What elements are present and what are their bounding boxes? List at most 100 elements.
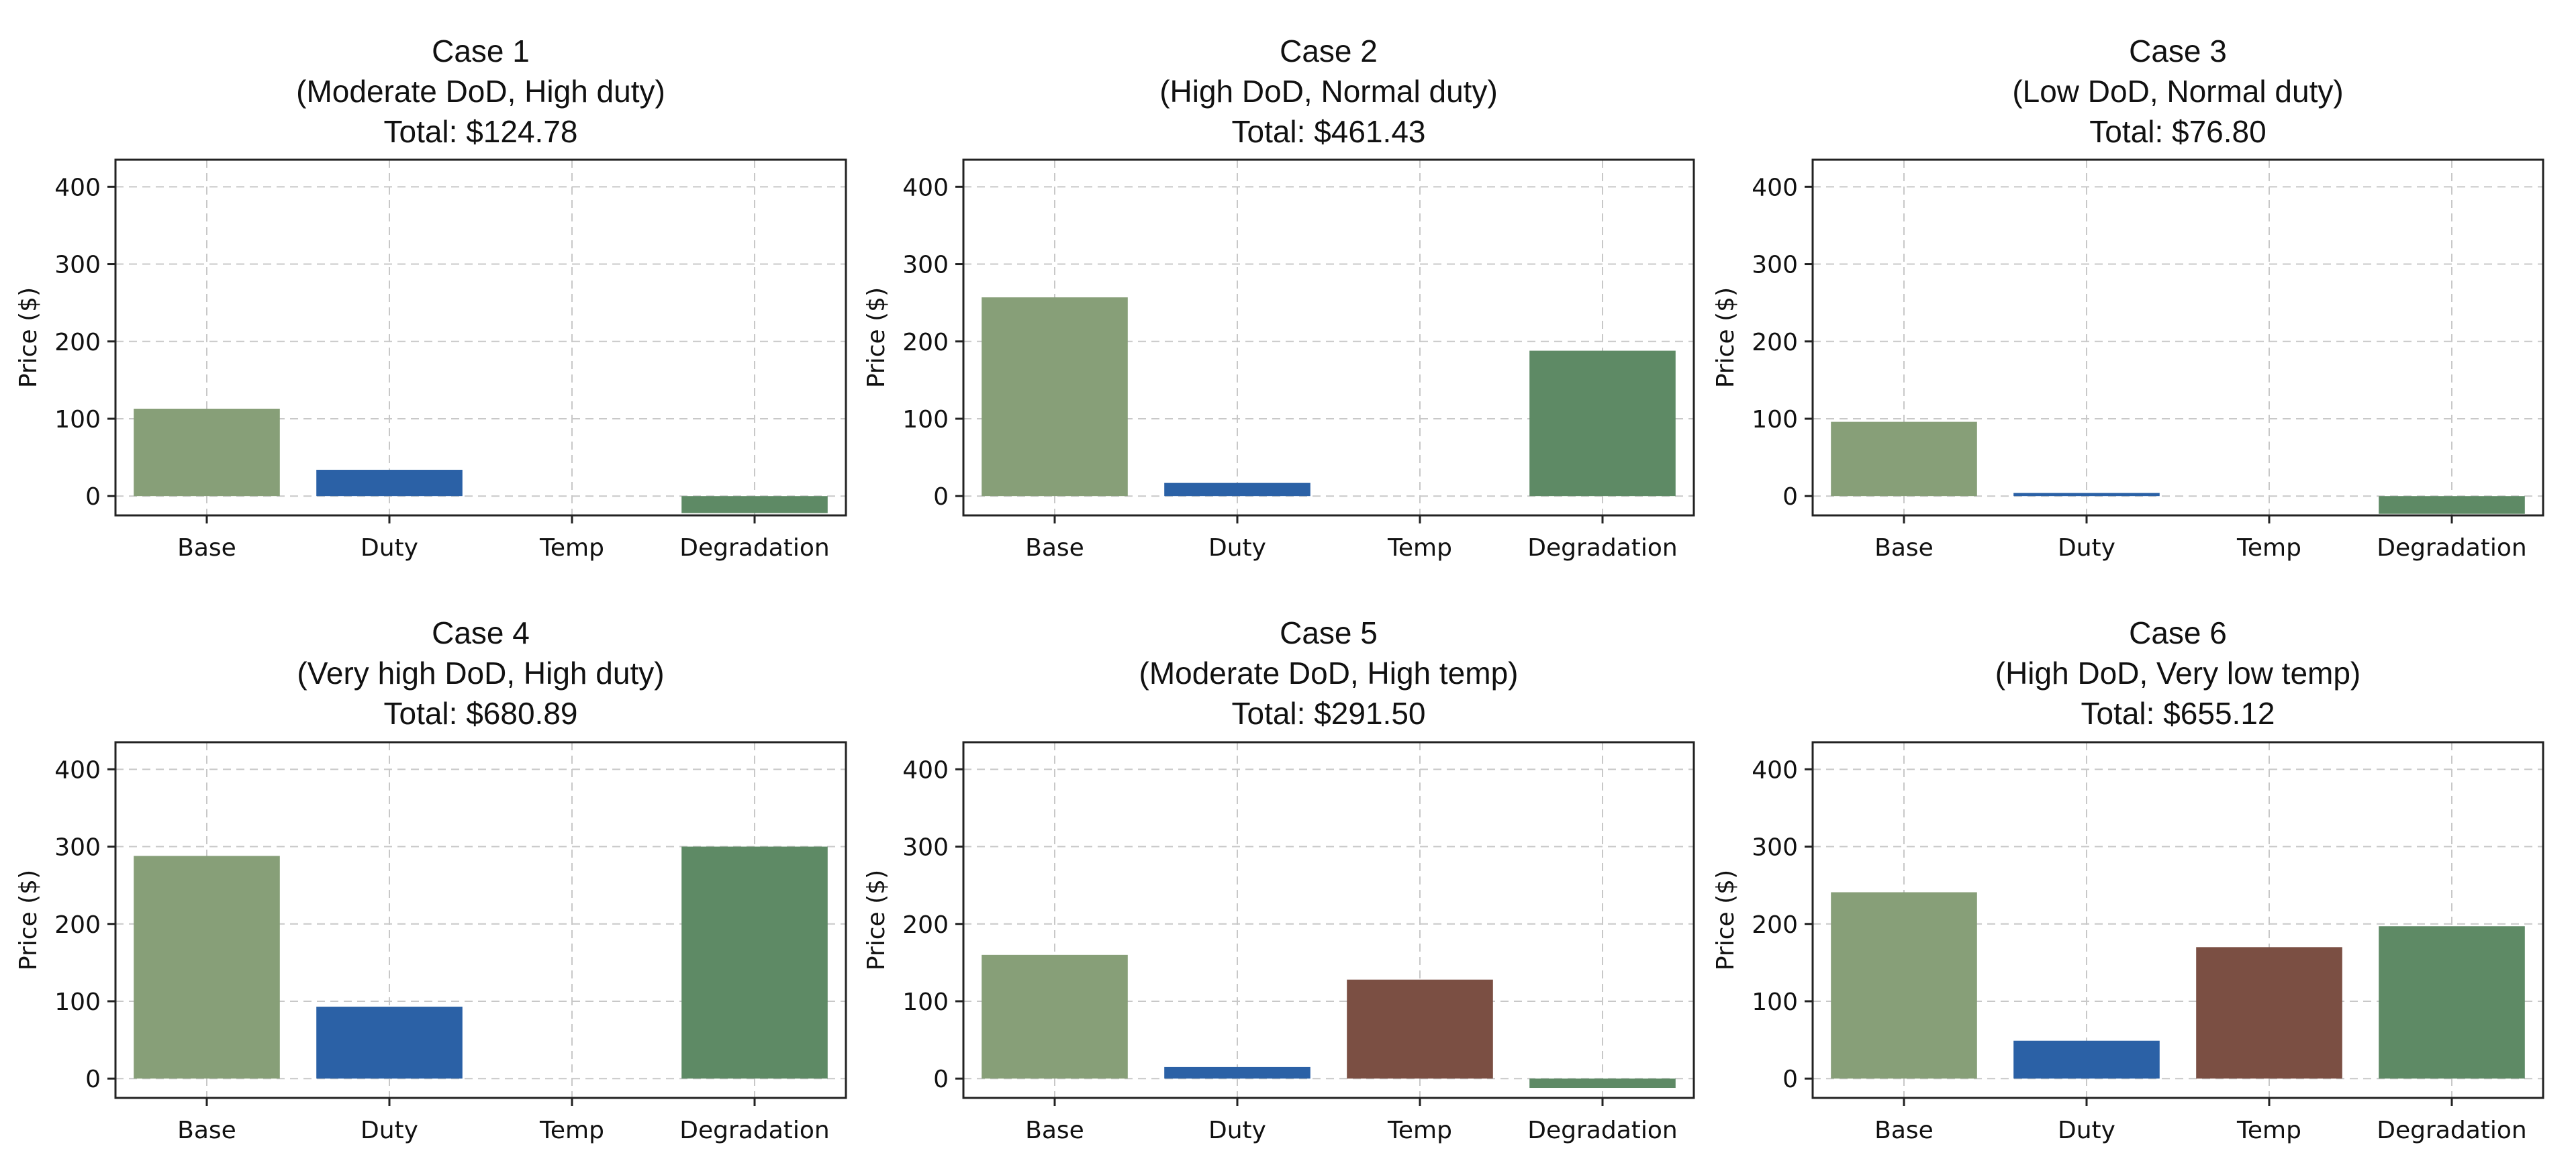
y-axis-label: Price ($): [863, 287, 890, 388]
x-tick-label: Base: [177, 534, 236, 562]
bar-degradation: [2379, 926, 2525, 1079]
y-tick-label: 200: [54, 329, 101, 356]
y-tick-label: 100: [1752, 989, 1798, 1016]
chart-title-line: Total: $461.43: [1231, 114, 1425, 149]
y-axis-label: Price ($): [15, 870, 42, 970]
x-tick-label: Base: [1025, 1117, 1084, 1144]
bar-base: [982, 954, 1128, 1079]
x-tick-label: Duty: [1208, 534, 1266, 562]
chart-title-line: (Very high DoD, High duty): [297, 656, 664, 691]
bar-duty: [2013, 493, 2160, 497]
x-tick-label: Degradation: [679, 1117, 829, 1144]
x-tick-label: Base: [177, 1117, 236, 1144]
bar-degradation: [681, 496, 828, 513]
bar-duty: [316, 470, 463, 497]
chart-panel-3: Case 3 (Low DoD, Normal duty) Total: $76.8…: [1712, 34, 2544, 562]
x-tick-label: Base: [1025, 534, 1084, 562]
y-tick-label: 0: [85, 483, 101, 511]
x-tick-label: Temp: [2236, 534, 2301, 562]
y-tick-label: 100: [54, 989, 101, 1016]
chart-panel-6: Case 6 (High DoD, Very low temp) Total: $6…: [1712, 615, 2544, 1144]
plot-frame: [1811, 741, 2544, 1099]
bar-duty: [316, 1007, 463, 1079]
chart-title-line: (Low DoD, Normal duty): [2012, 74, 2343, 109]
x-tick-label: Duty: [2058, 1117, 2115, 1144]
chart-title-line: Total: $291.50: [1231, 696, 1425, 731]
plot-frame: [962, 158, 1695, 517]
x-tick-label: Temp: [1387, 1117, 1452, 1144]
x-tick-label: Degradation: [679, 534, 829, 562]
y-tick-label: 300: [1752, 252, 1798, 279]
bar-base: [134, 856, 280, 1079]
bar-base: [134, 409, 280, 497]
y-tick-label: 200: [1752, 911, 1798, 939]
y-tick-label: 400: [54, 756, 101, 784]
x-tick-label: Temp: [1387, 534, 1452, 562]
y-tick-label: 200: [1752, 329, 1798, 356]
y-tick-label: 200: [54, 911, 101, 939]
y-tick-label: 400: [902, 174, 949, 201]
plot-frame: [1811, 158, 2544, 517]
x-tick-label: Degradation: [1527, 534, 1677, 562]
chart-panel-5: Case 5 (Moderate DoD, High temp) Total: $2…: [863, 615, 1695, 1144]
plot-frame: [962, 741, 1695, 1099]
bar-temp: [2196, 947, 2342, 1079]
chart-panel-4: Case 4 (Very high DoD, High duty) Total: $…: [15, 615, 847, 1144]
x-tick-label: Duty: [361, 534, 418, 562]
bar-base: [982, 297, 1128, 497]
plot-frame: [114, 741, 847, 1099]
bar-degradation: [2379, 496, 2525, 514]
bar-degradation: [1529, 1078, 1676, 1089]
x-tick-label: Degradation: [2377, 534, 2526, 562]
y-tick-label: 300: [1752, 834, 1798, 862]
x-tick-label: Duty: [2058, 534, 2115, 562]
y-tick-label: 100: [902, 406, 949, 434]
chart-title-line: (Moderate DoD, High duty): [296, 74, 665, 109]
chart-title-line: Case 4: [432, 615, 530, 650]
x-tick-label: Degradation: [1527, 1117, 1677, 1144]
bar-temp: [1347, 979, 1493, 1079]
y-tick-label: 400: [54, 174, 101, 201]
x-tick-label: Temp: [539, 534, 604, 562]
chart-title-line: (Moderate DoD, High temp): [1139, 656, 1519, 691]
y-tick-label: 200: [902, 911, 949, 939]
bar-degradation: [681, 846, 828, 1079]
y-tick-label: 0: [933, 1066, 949, 1093]
chart-title-line: Total: $76.80: [2089, 114, 2266, 149]
y-tick-label: 300: [54, 252, 101, 279]
y-tick-label: 0: [933, 483, 949, 511]
bar-duty: [1164, 483, 1310, 497]
chart-title-line: Total: $680.89: [383, 696, 577, 731]
chart-panel-2: Case 2 (High DoD, Normal duty) Total: $461…: [863, 34, 1695, 562]
chart-title-line: Case 2: [1280, 34, 1378, 68]
y-tick-label: 100: [902, 989, 949, 1016]
chart-title-line: Case 5: [1280, 615, 1378, 650]
bar-duty: [1164, 1066, 1310, 1079]
x-tick-label: Temp: [2236, 1117, 2301, 1144]
y-tick-label: 0: [85, 1066, 101, 1093]
x-tick-label: Degradation: [2377, 1117, 2526, 1144]
chart-title-line: Case 6: [2129, 615, 2227, 650]
chart-title-line: Total: $655.12: [2081, 696, 2275, 731]
bar-base: [1831, 892, 1977, 1079]
y-tick-label: 0: [1782, 1066, 1798, 1093]
y-axis-label: Price ($): [1712, 287, 1739, 388]
y-tick-label: 0: [1782, 483, 1798, 511]
bar-base: [1831, 421, 1977, 497]
y-axis-label: Price ($): [863, 870, 890, 970]
y-tick-label: 100: [54, 406, 101, 434]
chart-title-line: (High DoD, Normal duty): [1159, 74, 1498, 109]
bar-degradation: [1529, 350, 1676, 497]
y-tick-label: 200: [902, 329, 949, 356]
x-tick-label: Duty: [361, 1117, 418, 1144]
chart-title-line: Case 3: [2129, 34, 2227, 68]
y-axis-label: Price ($): [15, 287, 42, 388]
y-tick-label: 300: [902, 834, 949, 862]
y-axis-label: Price ($): [1712, 870, 1739, 970]
x-tick-label: Base: [1874, 1117, 1934, 1144]
plot-frame: [114, 158, 847, 517]
x-tick-label: Temp: [539, 1117, 604, 1144]
y-tick-label: 300: [54, 834, 101, 862]
chart-title-line: Total: $124.78: [383, 114, 577, 149]
